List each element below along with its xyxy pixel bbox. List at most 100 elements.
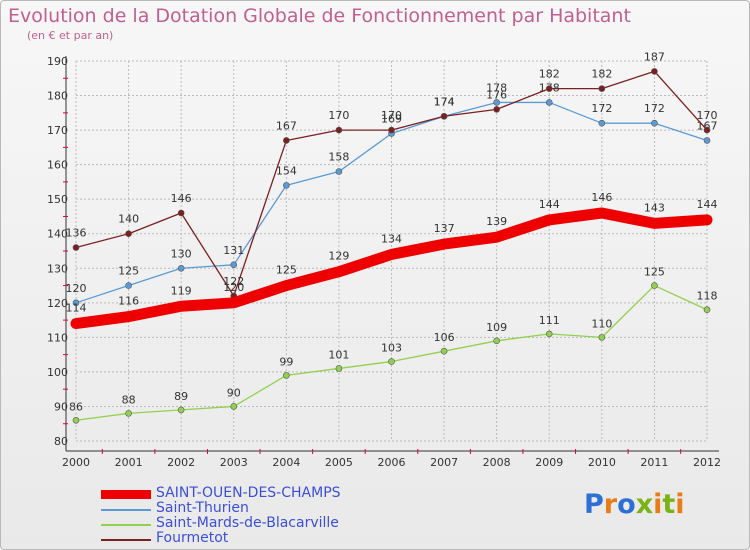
- x-tick-label: 2002: [167, 456, 195, 469]
- data-point: [598, 85, 606, 92]
- y-tick-label: 180: [47, 90, 68, 103]
- data-label: 169: [381, 113, 402, 126]
- data-label: 170: [381, 109, 402, 122]
- data-point: [651, 282, 658, 289]
- data-point: [703, 137, 711, 144]
- logo-letter: x: [635, 489, 654, 520]
- x-tick-label: 2005: [325, 456, 353, 469]
- data-point: [177, 406, 185, 414]
- data-point: [335, 365, 343, 372]
- data-label: 106: [434, 331, 455, 344]
- data-label: 172: [644, 102, 665, 115]
- data-label: 131: [223, 244, 244, 257]
- data-point: [72, 244, 80, 251]
- data-point: [598, 334, 606, 341]
- data-label: 116: [118, 295, 139, 308]
- data-label: 146: [171, 192, 192, 205]
- logo-letter: i: [675, 489, 685, 520]
- data-label: 103: [381, 342, 402, 355]
- data-point: [230, 261, 238, 269]
- data-point: [440, 112, 448, 120]
- data-label: 170: [328, 109, 349, 122]
- data-point: [125, 230, 132, 238]
- y-tick-label: 130: [47, 262, 68, 275]
- data-label: 86: [69, 400, 83, 413]
- data-label: 101: [328, 348, 349, 361]
- series-line-0: [70, 207, 713, 330]
- x-tick-label: 2009: [535, 456, 563, 469]
- data-label: 187: [644, 50, 665, 63]
- data-label: 125: [644, 266, 665, 279]
- y-tick-label: 170: [47, 124, 68, 137]
- data-label: 182: [539, 68, 560, 81]
- data-label: 109: [486, 321, 507, 334]
- chart-subtitle: (en € et par an): [27, 29, 114, 42]
- data-label: 140: [118, 213, 139, 226]
- data-label: 125: [276, 264, 297, 277]
- data-label: 120: [66, 282, 87, 295]
- x-tick-label: 2000: [62, 456, 90, 469]
- data-label: 99: [279, 355, 293, 368]
- data-point: [545, 85, 553, 92]
- legend-label: Saint-Thurien: [156, 500, 249, 516]
- x-tick-label: 2008: [483, 456, 511, 469]
- data-label: 110: [591, 317, 612, 330]
- data-label: 114: [66, 302, 87, 315]
- data-point: [545, 330, 553, 338]
- legend-swatch: [101, 539, 151, 541]
- data-point: [493, 106, 500, 113]
- data-label: 176: [486, 88, 507, 101]
- legend-swatch: [101, 509, 151, 511]
- y-tick-label: 80: [54, 435, 68, 448]
- data-label: 90: [227, 386, 241, 399]
- data-label: 111: [539, 314, 560, 327]
- data-label: 178: [486, 81, 507, 94]
- data-point: [335, 168, 343, 175]
- data-label: 120: [223, 281, 244, 294]
- data-point: [72, 416, 80, 424]
- data-label: 158: [328, 151, 349, 164]
- data-label: 154: [276, 164, 297, 177]
- data-point: [651, 68, 658, 75]
- y-tick-label: 90: [54, 400, 68, 413]
- data-label: 136: [66, 227, 87, 240]
- proxiti-logo: Proxiti: [584, 489, 685, 520]
- data-label: 167: [276, 119, 297, 132]
- data-point: [177, 209, 185, 217]
- data-label: 119: [171, 284, 192, 297]
- data-point: [493, 337, 500, 345]
- y-tick-label: 160: [47, 159, 68, 172]
- data-point: [388, 358, 395, 365]
- data-label: 143: [644, 201, 665, 214]
- data-label: 137: [434, 222, 455, 235]
- logo-letter: i: [653, 489, 663, 520]
- data-label: 118: [697, 290, 718, 303]
- data-point: [177, 264, 185, 272]
- logo-letter: P: [584, 489, 604, 520]
- y-tick-label: 110: [47, 331, 68, 344]
- data-label: 167: [697, 119, 718, 132]
- data-point: [388, 126, 395, 134]
- data-label: 122: [223, 275, 244, 288]
- data-point: [651, 119, 658, 127]
- x-tick-label: 2003: [220, 456, 248, 469]
- data-label: 170: [697, 109, 718, 122]
- data-label: 130: [171, 247, 192, 260]
- data-label: 174: [434, 95, 455, 108]
- data-point: [335, 126, 343, 134]
- y-tick-label: 120: [47, 297, 68, 310]
- data-label: 139: [486, 215, 507, 228]
- data-label: 182: [591, 68, 612, 81]
- data-label: 89: [174, 390, 188, 403]
- data-label: 172: [591, 102, 612, 115]
- x-tick-label: 2012: [693, 456, 721, 469]
- legend-swatch: [101, 490, 151, 499]
- data-label: 146: [591, 191, 612, 204]
- legend-label: SAINT-OUEN-DES-CHAMPS: [156, 485, 341, 501]
- x-tick-label: 2001: [115, 456, 143, 469]
- data-label: 134: [381, 232, 402, 245]
- legend-label: Saint-Mards-de-Blacarville: [156, 515, 339, 531]
- data-point: [493, 99, 500, 106]
